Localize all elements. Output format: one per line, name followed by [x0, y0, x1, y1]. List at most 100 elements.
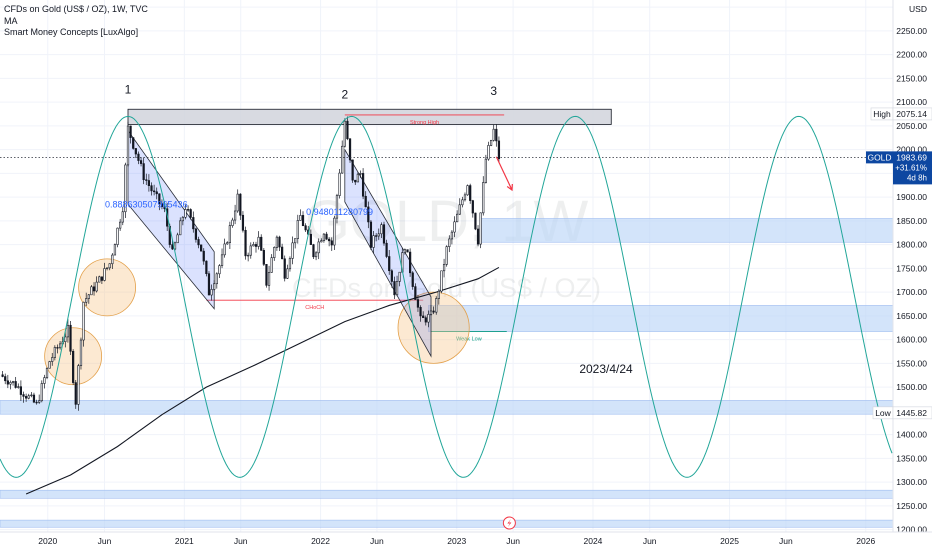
price-tick-label: 1600.00 — [896, 335, 927, 345]
candle-body — [372, 235, 375, 248]
candle-body — [241, 214, 245, 231]
candle-body — [265, 264, 268, 286]
demand-zone — [0, 489, 894, 499]
candle-body — [184, 209, 187, 218]
candle-body — [30, 394, 33, 397]
candle-body — [492, 128, 495, 141]
candle-body — [474, 212, 477, 230]
candle-body — [453, 221, 456, 233]
candle-body — [48, 361, 51, 369]
candle-body — [129, 125, 132, 138]
time-tick-label: 2025 — [720, 536, 739, 546]
candle-body — [469, 185, 472, 201]
fib-ratio-label: 0.888630507965436 — [105, 200, 188, 210]
candle-body — [14, 381, 17, 388]
legend-smc[interactable]: Smart Money Concepts [LuxAlgo] — [4, 27, 139, 37]
candle-body — [450, 231, 454, 240]
candle-body — [150, 185, 153, 192]
candle-body — [333, 217, 336, 246]
candle-body — [461, 199, 464, 206]
candle-body — [218, 265, 221, 275]
candle-body — [309, 233, 312, 245]
highlight-circle — [397, 291, 470, 364]
candle-body — [85, 298, 88, 303]
forecast-arrow-shaft — [495, 156, 513, 191]
candle-body — [179, 220, 182, 236]
candle-body — [74, 382, 77, 405]
candle-body — [403, 249, 407, 253]
candle-body — [38, 400, 41, 403]
moving-average — [25, 266, 500, 495]
time-tick-label: Jun — [98, 536, 112, 546]
candle-body — [134, 148, 137, 155]
candle-body — [200, 244, 203, 252]
price-tick-label: 1500.00 — [896, 382, 927, 392]
candle-body — [296, 220, 299, 239]
high-tag-value: 2075.14 — [896, 109, 927, 119]
candle-body — [58, 343, 62, 349]
candle-body — [294, 238, 297, 244]
legend-ma[interactable]: MA — [4, 15, 18, 26]
candle-body — [181, 216, 184, 222]
candle-body — [1, 374, 4, 377]
price-tick-label: 1900.00 — [896, 192, 927, 202]
candle-body — [335, 195, 339, 219]
candle-body — [456, 213, 459, 223]
candle-body — [288, 258, 292, 270]
ma-line — [25, 266, 500, 495]
candle-body — [247, 254, 250, 257]
candle-body — [207, 273, 211, 296]
candle-body — [367, 206, 370, 223]
candle-body — [482, 182, 485, 214]
candle-body — [416, 299, 420, 308]
price-tick-label: 1200.00 — [896, 525, 927, 535]
sine-wave — [0, 115, 893, 478]
candle-body — [43, 377, 46, 384]
time-tick-label: 2023 — [447, 536, 466, 546]
candle-body — [281, 246, 284, 260]
watermark-name: CFDs on Gold (US$ / OZ) — [292, 273, 601, 303]
candle-body — [147, 180, 151, 186]
candle-body — [422, 315, 425, 319]
candle-body — [354, 179, 357, 183]
chart-legend: CFDs on Gold (US$ / OZ), 1W, TVC MA Smar… — [4, 4, 148, 39]
candle-body — [45, 367, 49, 378]
annotations: 1 2 3 0.888630507965436 0.948011280799 2023/4… — [105, 83, 633, 530]
candle-body — [419, 306, 422, 317]
candle-body — [51, 357, 54, 362]
candle-body — [64, 336, 67, 342]
legend-symbol[interactable]: CFDs on Gold (US$ / OZ), 1W, TVC — [4, 4, 148, 14]
candle-body — [82, 301, 85, 341]
forecast-arrow-head — [506, 183, 513, 192]
candle-body — [202, 250, 205, 262]
candle-body — [119, 221, 122, 229]
candle-body — [53, 347, 56, 358]
candle-body — [328, 238, 331, 242]
candle-body — [11, 381, 15, 383]
current-tag-name: GOLD — [867, 152, 891, 162]
candle-body — [286, 268, 289, 279]
price-tick-label: 1300.00 — [896, 477, 927, 487]
candle-body — [249, 245, 252, 256]
time-tick-label: Jun — [506, 536, 520, 546]
current-tag-value: 1983.69 — [896, 152, 927, 162]
candle-body — [273, 247, 276, 258]
candle-body — [489, 140, 493, 146]
current-tag-countdown: 4d 8h — [907, 173, 927, 182]
candle-body — [108, 263, 111, 269]
price-tick-label: 2150.00 — [896, 73, 927, 83]
candle-body — [90, 286, 93, 296]
price-tick-label: 1850.00 — [896, 216, 927, 226]
high-tag-value-bg — [892, 107, 932, 121]
time-tick-label: Jun — [370, 536, 384, 546]
candle-body — [142, 163, 145, 181]
current-tag-bg — [893, 151, 932, 185]
candle-body — [155, 191, 158, 195]
candle-body — [322, 233, 326, 241]
candle-body — [186, 209, 190, 211]
candle-body — [406, 249, 409, 253]
candle-body — [194, 228, 198, 240]
candle-body — [448, 238, 451, 247]
